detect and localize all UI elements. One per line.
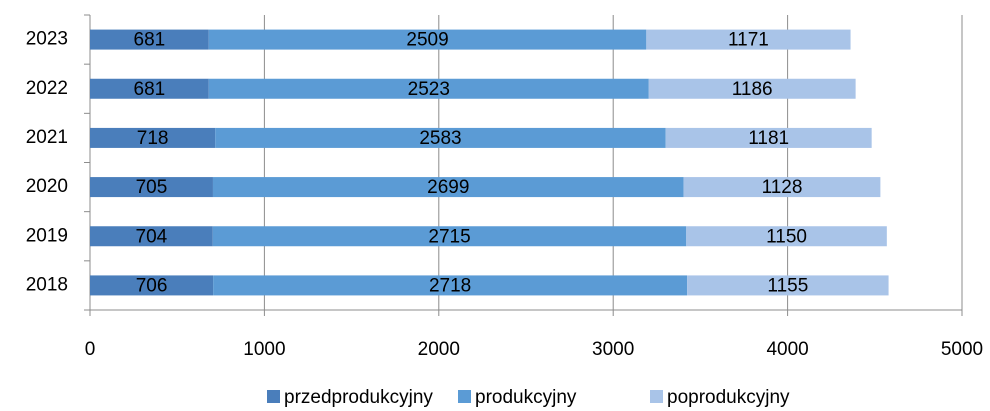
legend-swatch xyxy=(650,390,663,403)
y-tick-label: 2023 xyxy=(26,29,68,50)
bar-segment xyxy=(90,127,216,148)
bar-segment xyxy=(646,29,851,50)
bar-segment xyxy=(213,275,688,296)
data-label: 1150 xyxy=(766,226,807,247)
bar-segment xyxy=(686,226,887,247)
data-label: 681 xyxy=(134,30,166,51)
x-tick-label: 3000 xyxy=(592,339,634,360)
data-label: 1155 xyxy=(767,275,808,296)
bar-segment xyxy=(687,275,889,296)
bar-segment xyxy=(683,177,881,198)
bar-segment xyxy=(215,127,666,148)
y-tick-label: 2022 xyxy=(26,78,68,99)
legend-label: produkcyjny xyxy=(475,387,577,408)
x-tick-label: 2000 xyxy=(418,339,460,360)
bar-segment xyxy=(90,275,214,296)
data-label: 2583 xyxy=(419,128,461,149)
legend-label: przedprodukcyjny xyxy=(284,387,433,408)
data-label: 704 xyxy=(136,226,168,247)
x-tick-label: 1000 xyxy=(243,339,285,360)
bar-segment xyxy=(665,127,872,148)
y-tick-label: 2020 xyxy=(26,176,68,197)
bar-segment xyxy=(90,177,213,198)
bar-segment xyxy=(90,226,213,247)
data-label: 1181 xyxy=(748,128,789,149)
bar-segment xyxy=(208,29,647,50)
bar-segment xyxy=(90,29,209,50)
legend-label: poprodukcyjny xyxy=(667,387,790,408)
data-label: 1186 xyxy=(732,79,773,100)
data-label: 2523 xyxy=(408,79,450,100)
bar-segment xyxy=(90,78,209,99)
bar-segment xyxy=(648,78,856,99)
data-label: 2509 xyxy=(406,30,448,51)
x-tick-label: 0 xyxy=(85,339,96,360)
data-label: 2699 xyxy=(427,177,469,198)
legend-swatch xyxy=(458,390,471,403)
data-label: 705 xyxy=(136,177,168,198)
data-label: 681 xyxy=(134,79,166,100)
x-tick-label: 5000 xyxy=(941,339,983,360)
x-tick-label: 4000 xyxy=(766,339,808,360)
data-label: 1171 xyxy=(728,30,769,51)
legend-swatch xyxy=(267,390,280,403)
y-tick-label: 2018 xyxy=(26,274,68,295)
data-label: 706 xyxy=(136,275,168,296)
y-tick-label: 2021 xyxy=(26,127,68,148)
data-label: 718 xyxy=(137,128,169,149)
bar-segment xyxy=(212,177,684,198)
data-label: 2718 xyxy=(429,275,471,296)
bar-segment xyxy=(212,226,687,247)
data-label: 1128 xyxy=(762,177,803,198)
data-label: 2715 xyxy=(428,226,470,247)
y-tick-label: 2019 xyxy=(26,225,68,246)
bar-segment xyxy=(208,78,649,99)
